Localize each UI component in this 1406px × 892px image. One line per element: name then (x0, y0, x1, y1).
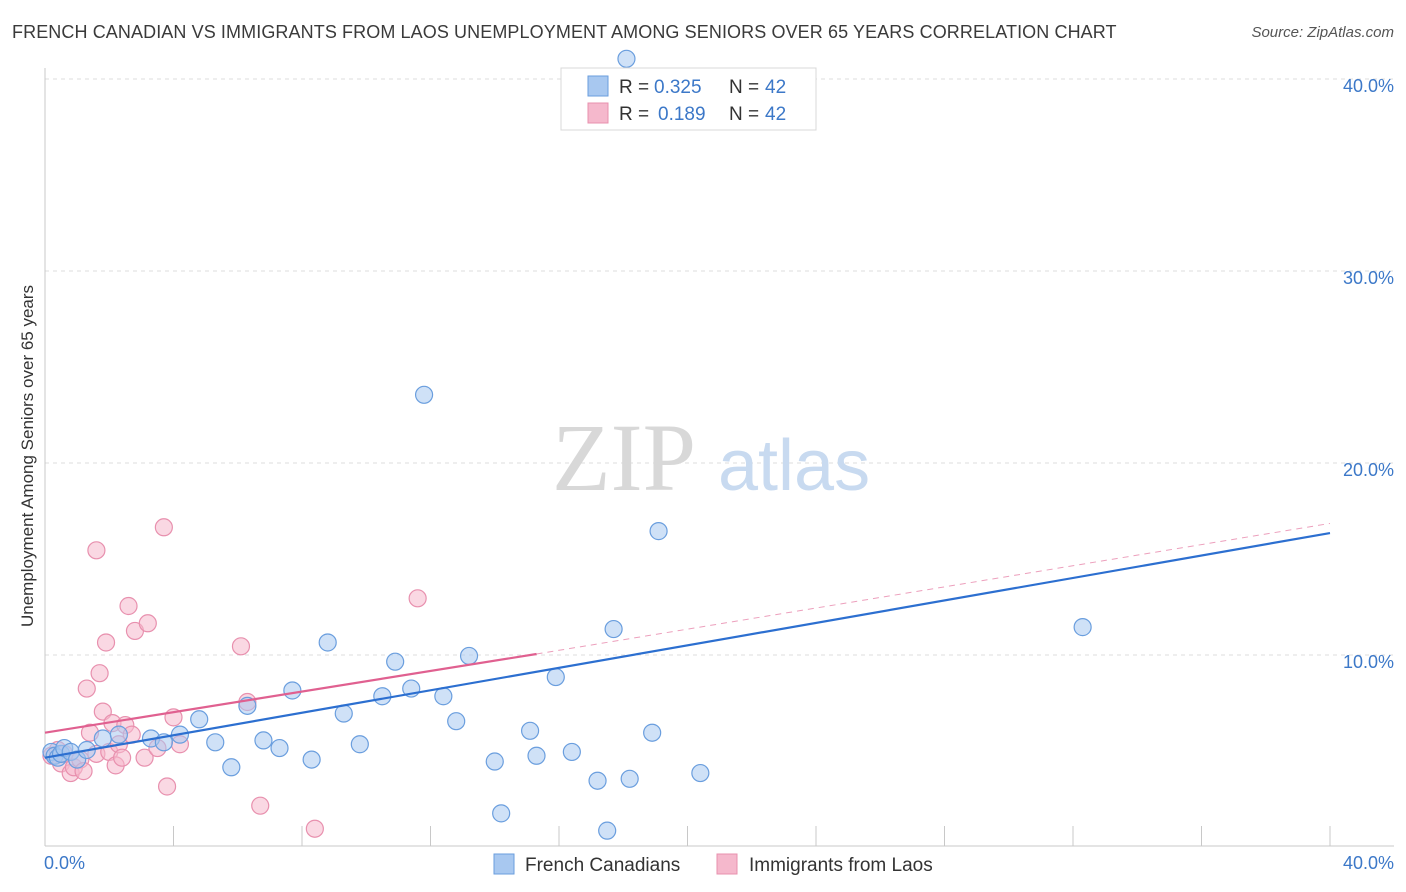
laos-point (135, 748, 154, 767)
french-canadian-point (520, 721, 540, 740)
laos-point (96, 633, 116, 652)
french-canadian-point (1073, 618, 1092, 637)
french-canadian-point (373, 687, 392, 706)
french-canadian-point (649, 522, 668, 541)
laos-point (305, 819, 324, 838)
trend-line-laos-extension (536, 522, 1331, 655)
laos-point (87, 541, 106, 560)
watermark-zip: ZIP (552, 404, 696, 511)
laos-point (154, 518, 173, 537)
french-canadian-point (546, 667, 565, 687)
french-canadian-point (643, 723, 662, 742)
french-canadian-point (350, 735, 369, 754)
trend-line-french-canadians (44, 531, 1331, 759)
legend-r-value-2: 0.189 (658, 104, 706, 125)
french-canadian-point (206, 733, 225, 752)
french-canadian-point (318, 633, 337, 652)
legend-n-label-1: N = (729, 77, 759, 98)
laos-point (408, 589, 427, 608)
y-tick-labels: 10.0% 20.0% 30.0% 40.0% (1343, 76, 1394, 672)
french-canadian-point (93, 729, 112, 748)
french-canadian-point (414, 385, 434, 404)
french-canadian-point (527, 746, 546, 765)
y-tick-label-30: 30.0% (1343, 268, 1394, 288)
legend-r-label-1: R = (619, 77, 649, 98)
french-canadian-point (254, 731, 273, 750)
source-label: Source: ZipAtlas.com (1251, 24, 1394, 41)
french-canadian-point (562, 742, 581, 762)
laos-point (138, 614, 157, 633)
french-canadian-point (270, 738, 289, 758)
french-canadian-point (386, 652, 405, 671)
scatter-points (42, 49, 1331, 840)
laos-point (112, 748, 132, 767)
x-tick-label-max: 40.0% (1343, 853, 1394, 873)
correlation-legend: R = 0.325 N = 42 R = 0.189 N = 42 (560, 67, 817, 131)
legend-n-value-2: 42 (765, 104, 786, 125)
y-axis-label: Unemployment Among Seniors over 65 years (18, 285, 37, 627)
french-canadian-point (617, 49, 636, 68)
french-canadian-point (222, 758, 241, 777)
laos-point (231, 637, 251, 656)
french-canadian-point (459, 646, 479, 666)
bottom-legend-laos: Immigrants from Laos (749, 855, 933, 876)
x-tick-label-min: 0.0% (44, 853, 85, 873)
watermark-atlas: atlas (718, 426, 870, 506)
french-canadian-point (485, 752, 504, 771)
y-tick-label-40: 40.0% (1343, 76, 1394, 96)
french-canadian-point (109, 725, 128, 744)
french-canadian-point (620, 769, 639, 788)
bottom-legend-french-canadians: French Canadians (525, 855, 680, 876)
french-canadian-point (604, 619, 623, 639)
french-canadian-point (302, 750, 321, 769)
trend-lines (536, 522, 1331, 655)
y-tick-label-20: 20.0% (1343, 460, 1394, 480)
legend-r-label-2: R = (619, 104, 649, 125)
french-canadian-point (447, 712, 466, 731)
trend-line-laos (44, 652, 537, 734)
series-legend: French Canadians Immigrants from Laos (493, 853, 933, 876)
legend-n-label-2: N = (729, 104, 759, 125)
laos-point (90, 664, 109, 683)
french-canadian-point (190, 710, 209, 729)
french-canadian-point (434, 687, 453, 706)
french-canadian-point (283, 681, 302, 700)
legend-n-value-1: 42 (765, 77, 786, 98)
laos-point (157, 777, 177, 796)
french-canadian-point (588, 771, 607, 790)
bottom-legend-swatch-laos (716, 853, 738, 875)
legend-swatch-french-canadians (587, 75, 609, 97)
french-canadian-point (691, 763, 710, 783)
chart-title: FRENCH CANADIAN VS IMMIGRANTS FROM LAOS … (12, 22, 1117, 42)
legend-r-value-1: 0.325 (654, 77, 702, 98)
french-canadian-point (492, 804, 511, 823)
french-canadian-point (598, 821, 617, 840)
laos-point (77, 679, 96, 698)
grid-lines (45, 78, 1394, 656)
x-axis-ticks (44, 826, 1331, 846)
legend-swatch-laos (587, 102, 609, 124)
laos-point (251, 796, 270, 815)
bottom-legend-swatch-french-canadians (493, 853, 515, 875)
y-tick-label-10: 10.0% (1343, 652, 1394, 672)
laos-point (119, 596, 138, 616)
